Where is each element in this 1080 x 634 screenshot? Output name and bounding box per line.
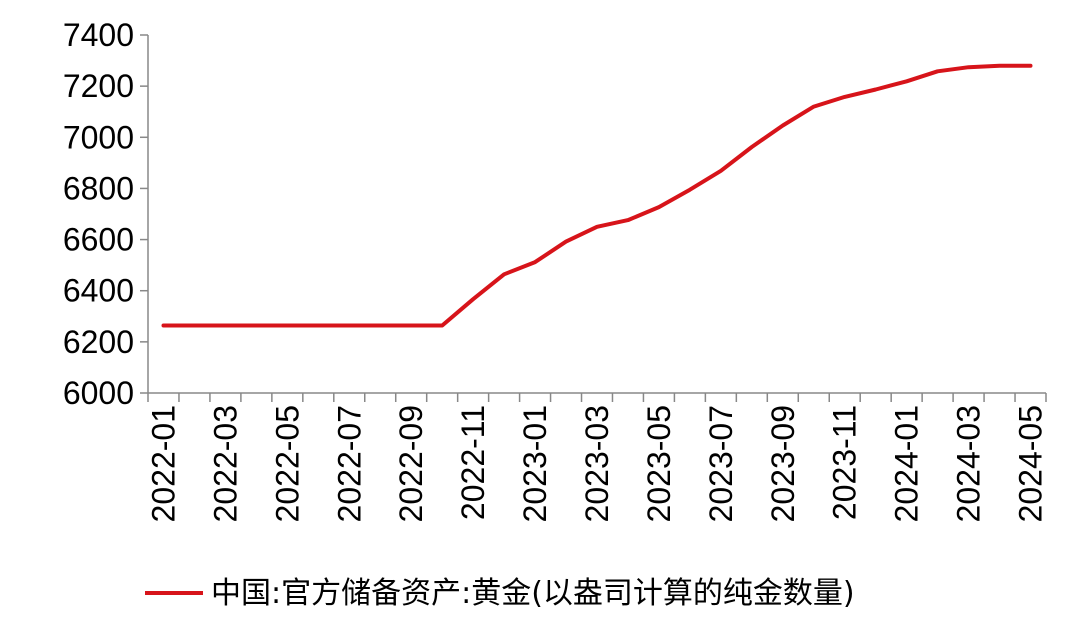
x-tick-label: 2024-03	[951, 405, 987, 522]
x-tick-label: 2024-01	[889, 405, 925, 522]
x-axis: 2022-01 2022-03 2022-05 2022-07 2022-09 2022-…	[145, 392, 1049, 522]
x-tick-label: 2022-09	[393, 405, 429, 522]
x-tick-label: 2023-05	[641, 405, 677, 522]
legend: 中国:官方储备资产:黄金(以盎司计算的纯金数量)	[145, 576, 855, 611]
x-tick-label: 2023-11	[827, 405, 863, 520]
y-tick-label: 6600	[63, 222, 134, 258]
series-layer	[161, 63, 1033, 328]
y-tick-label: 6200	[63, 324, 134, 360]
x-tick-label: 2022-07	[331, 405, 367, 522]
x-tick-label: 2022-03	[207, 405, 243, 522]
x-tick-label: 2022-01	[145, 405, 181, 522]
y-tick-label: 6800	[63, 170, 134, 206]
x-tick-label: 2024-05	[1013, 405, 1049, 522]
series-line	[161, 63, 1033, 328]
y-tick-label: 7000	[63, 119, 134, 155]
x-tick-label: 2022-11	[455, 405, 491, 520]
x-tick-label: 2022-05	[269, 405, 305, 522]
y-axis: 6000 6200 6400 6600 6800 7000 7200 7400	[63, 17, 149, 411]
legend-label: 中国:官方储备资产:黄金(以盎司计算的纯金数量)	[211, 576, 855, 611]
x-tick-label: 2023-03	[579, 405, 615, 522]
y-tick-label: 6000	[63, 375, 134, 411]
x-tick-label: 2023-07	[703, 405, 739, 522]
y-tick-label: 6400	[63, 273, 134, 309]
y-tick-label: 7400	[63, 17, 134, 53]
x-tick-label: 2023-09	[765, 405, 801, 522]
x-tick-label: 2023-01	[517, 405, 553, 522]
y-tick-label: 7200	[63, 68, 134, 104]
